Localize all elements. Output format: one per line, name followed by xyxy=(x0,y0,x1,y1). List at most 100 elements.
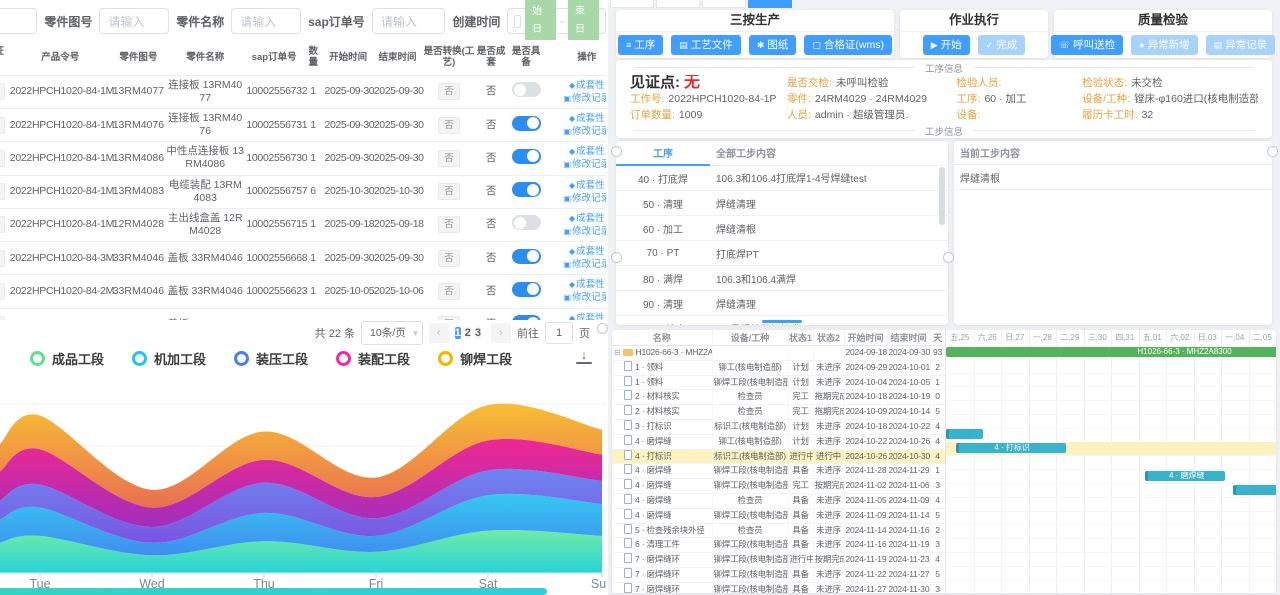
gantt-row[interactable]: 4 · 磨焊缝 铆工(核电制造部) 计划 未进序 2024-10-22 2024-10-2… xyxy=(612,434,945,450)
button-开始[interactable]: ▶ 开始 xyxy=(922,35,970,55)
page-size-select[interactable]: 10条/页 ▾ xyxy=(361,321,423,345)
collapse-icon[interactable]: ⊟ xyxy=(614,348,621,357)
step-row[interactable]: 100 · 检查1-4号焊缝目视检查 xyxy=(616,315,948,325)
page-button-1[interactable]: 1 xyxy=(454,327,461,339)
next-page-button[interactable]: › xyxy=(491,323,511,343)
resize-handle[interactable] xyxy=(611,146,622,157)
goto-page-input[interactable]: 1 xyxy=(545,322,573,344)
tab-2[interactable] xyxy=(656,0,700,8)
gantt-bar-4 · 打标识[interactable]: 4 · 打标识 xyxy=(955,443,1066,454)
action-link-kit-check[interactable]: ◆成套性 xyxy=(568,246,605,258)
action-link-edit-history[interactable]: ▣修改记录 xyxy=(563,192,606,204)
datazoom-slider[interactable] xyxy=(0,588,547,595)
gantt-row[interactable]: 4 · 磨焊缝 检查员 具备 未进序 2024-11-05 2024-11-09 4 xyxy=(612,493,945,509)
horizontal-scrollbar[interactable] xyxy=(762,320,802,323)
button-完成[interactable]: ✓ 完成 xyxy=(977,35,1026,55)
part-no-input[interactable]: 请输入 xyxy=(99,8,170,34)
action-link-edit-history[interactable]: ▣修改记录 xyxy=(563,292,606,304)
legend-item[interactable]: 装压工段 xyxy=(234,349,308,368)
step-row[interactable]: 40 · 打底焊 106.3和106.4打底焊1-4号焊缝test xyxy=(616,165,948,191)
vertical-scrollbar[interactable] xyxy=(939,167,945,225)
action-link-edit-history[interactable]: ▣修改记录 xyxy=(563,159,606,171)
gantt-row[interactable]: 5 · 检查残余块外径 检查员 具备 未进序 2024-11-14 2024-11-16 2 xyxy=(612,523,945,539)
gantt-row[interactable]: 4 · 打标识 标识工(核电制造部) 进行中 进行中 2024-10-26 2024-10… xyxy=(612,449,945,465)
action-link-edit-history[interactable]: ▣修改记录 xyxy=(563,92,606,104)
button-异常记录[interactable]: ▤ 异常记录 xyxy=(1205,35,1276,55)
action-link-kit-check[interactable]: ◆成套性 xyxy=(568,113,605,125)
ready-toggle[interactable] xyxy=(511,115,541,131)
button-呼叫送检[interactable]: ☏ 呼叫送检 xyxy=(1050,35,1124,55)
action-link-edit-history[interactable]: ▣修改记录 xyxy=(563,259,606,271)
ready-toggle[interactable] xyxy=(511,82,541,98)
gantt-bar[interactable] xyxy=(946,429,984,440)
gantt-row[interactable]: 6 · 清理工件 铆焊工段(核电制造部) 具备 未进序 2024-11-16 2024-1… xyxy=(612,537,945,554)
resize-handle[interactable] xyxy=(943,252,954,263)
gantt-bar-4 · 磨焊缝[interactable]: 4 · 磨焊缝 xyxy=(1145,470,1226,481)
action-link-kit-check[interactable]: ◆成套性 xyxy=(568,212,605,224)
step-row[interactable]: 50 · 清理 焊缝清理 xyxy=(616,190,948,216)
table-row[interactable]: 否2022HPCH1020-84-1M33RM4046盖板 33RM404610… xyxy=(0,308,606,320)
gantt-row[interactable]: 4 · 磨焊缝 铆焊工段(核电制造部) 具备 未进序 2024-11-09 2024-11… xyxy=(612,508,945,524)
download-icon[interactable]: ↓ xyxy=(576,348,592,364)
gantt-row[interactable]: 4 · 磨焊缝铆焊工段(核电制造部)完工按期完成2024-11-022024-1… xyxy=(612,478,945,494)
sap-order-input[interactable]: 请输入 xyxy=(371,8,446,34)
step-row[interactable]: 70 · PT 打底焊PT xyxy=(616,240,948,266)
action-link-kit-check[interactable]: ◆成套性 xyxy=(568,279,605,291)
legend-item[interactable]: 机加工段 xyxy=(132,349,206,368)
ready-toggle[interactable] xyxy=(511,248,541,264)
button-异常新增[interactable]: ● 异常新增 xyxy=(1131,35,1198,55)
prev-page-button[interactable]: ‹ xyxy=(428,323,449,343)
button-合格证(wms)[interactable]: ▢ 合格证(wms) xyxy=(804,35,892,55)
legend-item[interactable]: 装配工段 xyxy=(336,349,410,368)
step-row[interactable]: 90 · 清理 焊缝清理 xyxy=(616,290,948,316)
action-link-edit-history[interactable]: ▣修改记录 xyxy=(563,225,606,237)
truncated-filter-input[interactable] xyxy=(0,8,38,34)
tab-active[interactable] xyxy=(748,0,792,8)
resize-handle[interactable] xyxy=(597,323,608,334)
button-工艺文件[interactable]: ▤ 工艺文件 xyxy=(671,35,741,55)
ready-toggle[interactable] xyxy=(511,315,541,320)
date-range-picker[interactable]: 开始日期 - 结束日期 xyxy=(507,0,606,57)
legend-item[interactable]: 成品工段 xyxy=(30,349,104,368)
tab-1[interactable] xyxy=(610,0,654,8)
tab-3[interactable] xyxy=(702,0,746,8)
step-row[interactable]: 80 · 满焊 106.3和106.4满焊 xyxy=(616,265,948,291)
gantt-row[interactable]: 7 · 磨焊缝环铆焊工段(核电制造部)进行中按期完成2024-11-192024… xyxy=(612,552,945,568)
button-工序[interactable]: ≡ 工序 xyxy=(618,35,664,55)
gantt-bar[interactable] xyxy=(1233,484,1276,495)
action-link-kit-check[interactable]: ◆成套性 xyxy=(568,179,605,191)
ready-toggle[interactable] xyxy=(511,215,541,231)
ready-toggle[interactable] xyxy=(511,281,541,297)
gantt-row[interactable]: 7 · 磨焊缝环 铆焊工段(核电制造部) 具备 未进序 2024-11-22 2024-1… xyxy=(612,567,945,583)
gantt-row[interactable]: 1 · 领料 铆工(核电制造部) 计划 未进序 2024-09-29 2024-10-01… xyxy=(612,360,945,376)
col-process[interactable]: 工序 xyxy=(616,141,710,166)
gantt-row[interactable]: 7 · 磨焊缝环 铆焊工段(核电制造部) 具备 未进序 2024-11-27 2024-1… xyxy=(612,582,945,593)
legend-item[interactable]: 铆焊工段 xyxy=(438,349,512,368)
ready-toggle[interactable] xyxy=(511,182,541,198)
resize-handle[interactable] xyxy=(1267,146,1278,157)
action-link-kit-check[interactable]: ◆成套性 xyxy=(568,79,605,91)
gantt-row[interactable]: ⊟H1026-66-3 · MHZ2A8300 2024-09-182024-09… xyxy=(612,345,945,361)
button-图纸[interactable]: ✱ 图纸 xyxy=(748,35,797,55)
action-link-edit-history[interactable]: ▣修改记录 xyxy=(563,126,606,138)
checkbox-icon[interactable] xyxy=(514,14,522,28)
gantt-bar-H1026-66-3 · MHZ2A8300[interactable]: H1026-66-3 · MHZ2A8300 xyxy=(946,346,1276,357)
action-link-kit-check[interactable]: ◆成套性 xyxy=(568,146,605,158)
gantt-row[interactable]: 3 · 打标识 标识工(核电制造部) 计划 未进序 2024-10-18 2024-10-… xyxy=(612,419,945,435)
action-link-kit-check[interactable]: ◆成套性 xyxy=(569,313,605,320)
page-button-2[interactable]: 2 xyxy=(464,327,471,339)
resize-handle[interactable] xyxy=(611,252,622,263)
part-name-input[interactable]: 请输入 xyxy=(231,8,302,34)
ready-toggle[interactable] xyxy=(511,148,541,164)
step-row[interactable]: 60 · 加工 焊缝清根 xyxy=(616,215,948,241)
gantt-row[interactable]: 4 · 磨焊缝 铆焊工段(核电制造部) 具备 未进序 2024-11-28 2024-11… xyxy=(612,463,945,480)
